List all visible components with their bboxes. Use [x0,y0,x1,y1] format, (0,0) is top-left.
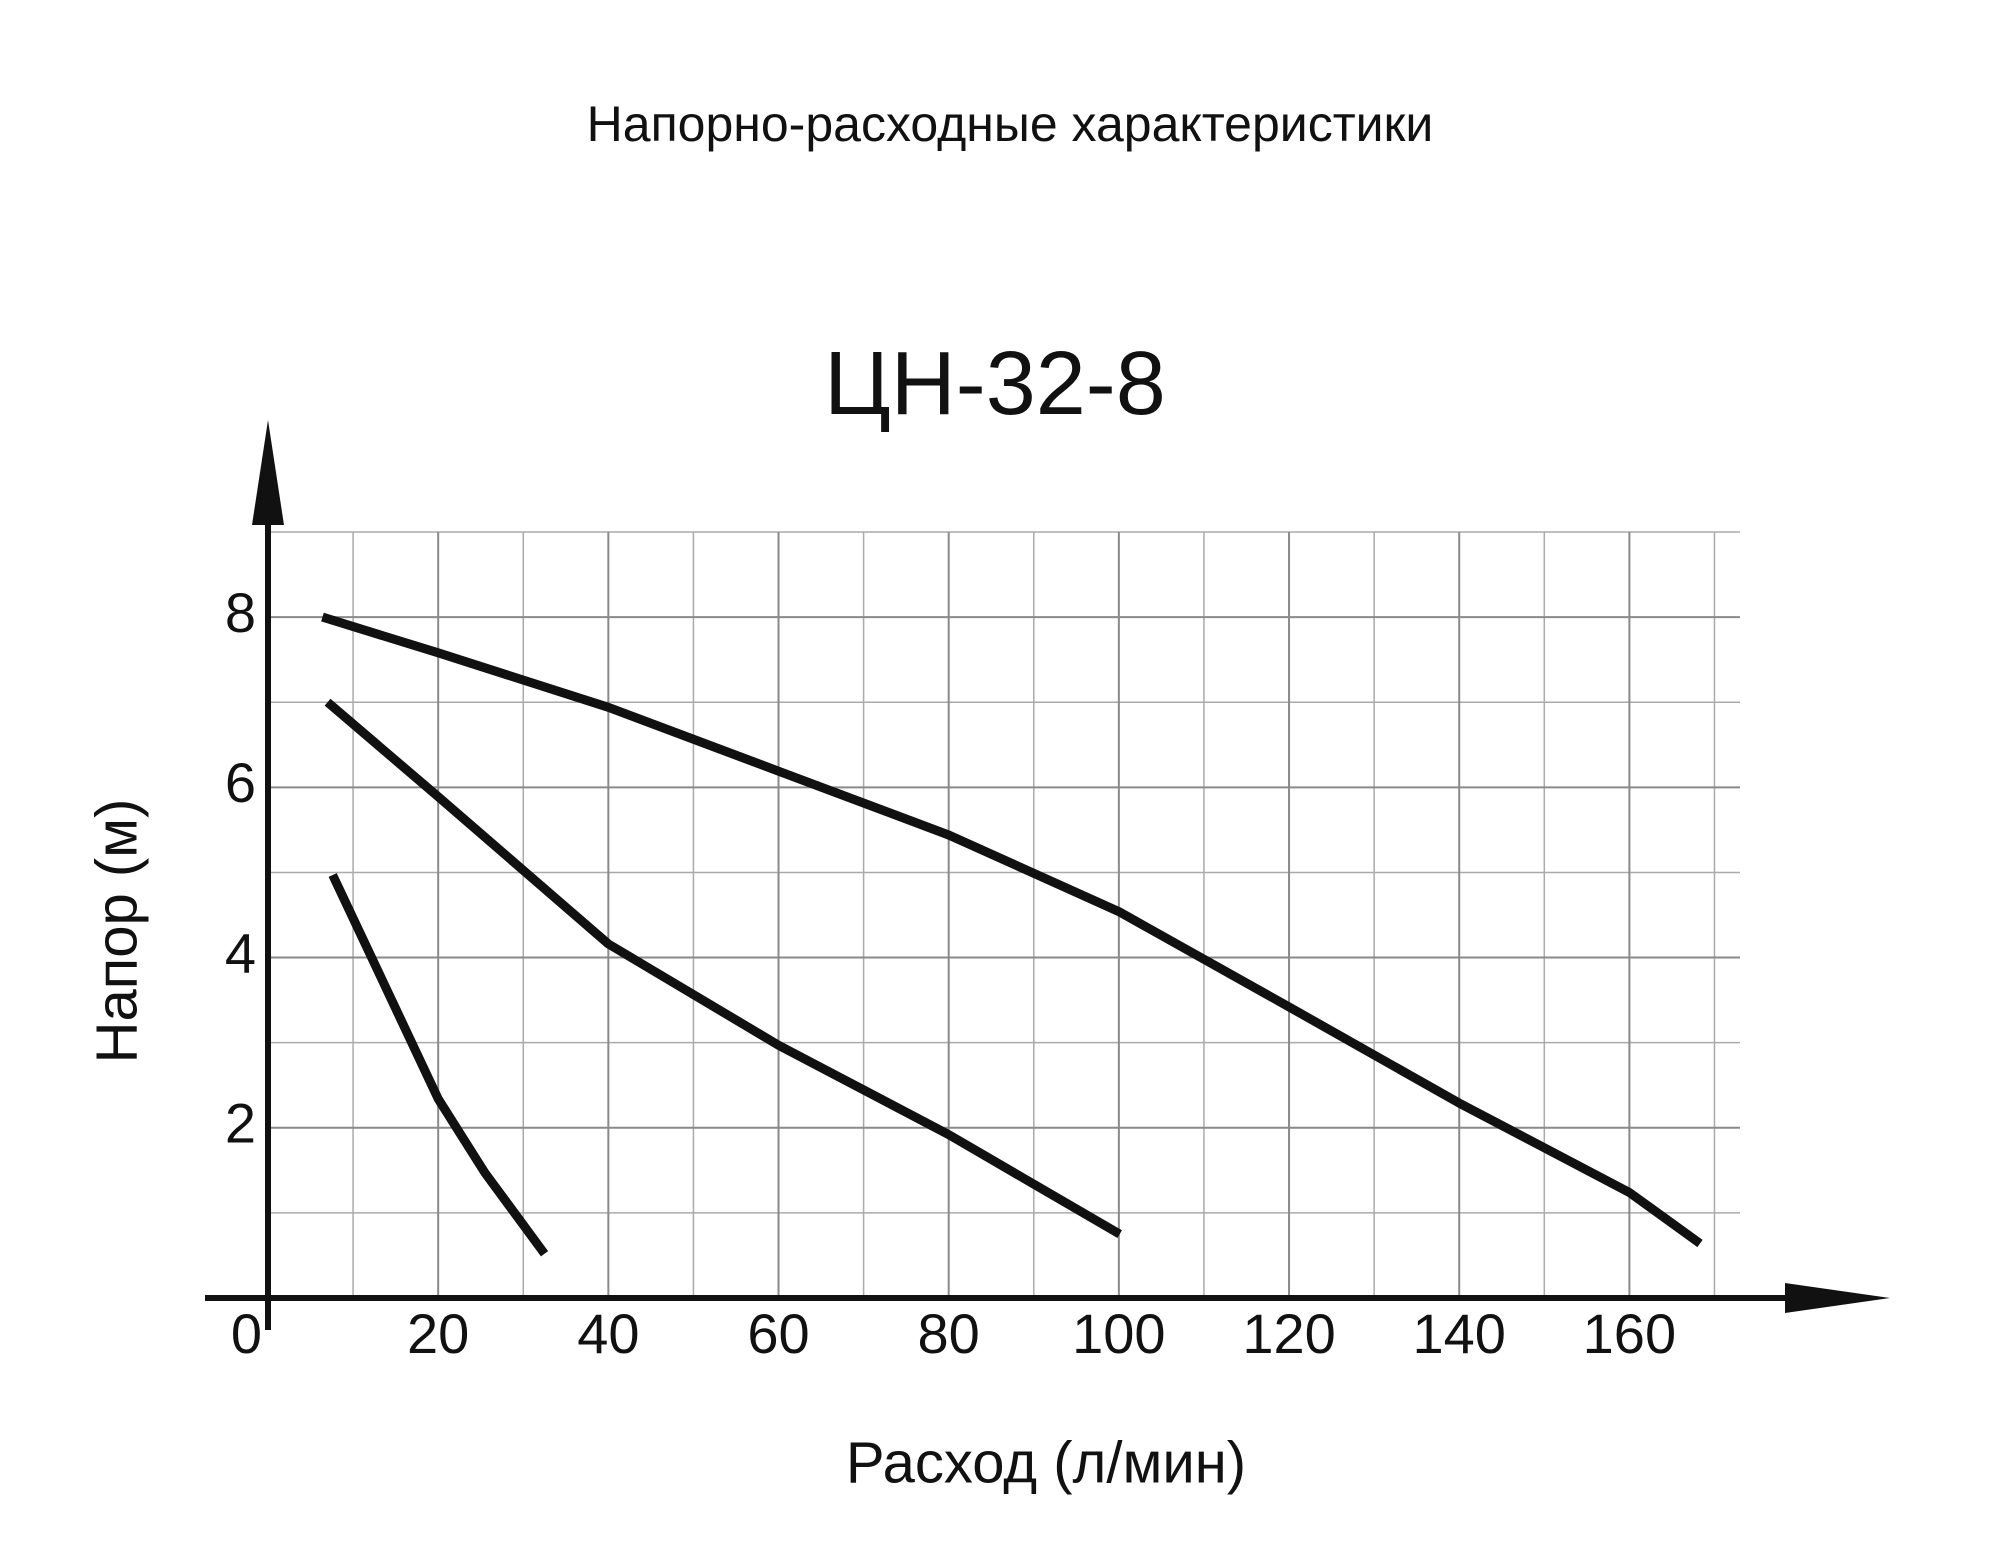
x-tick-label: 80 [918,1302,980,1365]
x-tick-label: 20 [407,1302,469,1365]
x-axis-label: Расход (л/мин) [846,1430,1246,1495]
pump-curve [321,612,1703,1248]
x-tick-label: 60 [747,1302,809,1365]
y-tick-label: 2 [225,1092,256,1155]
chart-subtitle: Напорно-расходные характеристики [587,96,1434,152]
x-tick-label: 40 [577,1302,639,1365]
y-tick-label: 6 [225,751,256,814]
y-axis-arrow [252,420,284,525]
x-tick-label: 140 [1412,1302,1505,1365]
x-tick-label: 160 [1583,1302,1676,1365]
chart-title: ЦН-32-8 [824,334,1166,434]
y-tick-label: 4 [225,921,256,984]
pump-curve [324,698,1122,1239]
x-axis-arrow [1785,1283,1890,1313]
x-tick-label: 120 [1242,1302,1335,1365]
x-tick-label: 0 [231,1302,262,1365]
y-axis-label: Напор (м) [84,799,149,1064]
pump-curve [328,873,549,1257]
y-tick-label: 8 [225,581,256,644]
x-tick-label: 100 [1072,1302,1165,1365]
